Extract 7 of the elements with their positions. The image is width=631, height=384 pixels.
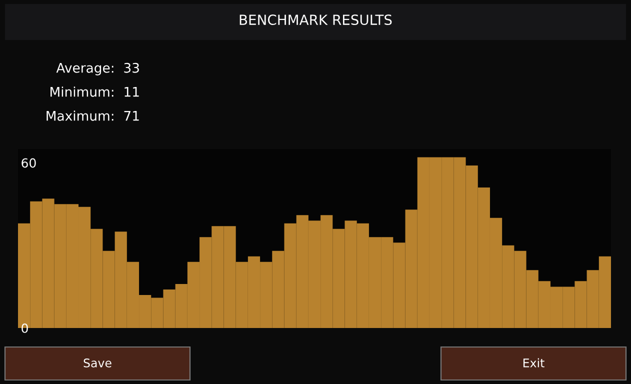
chart-title: BENCHMARK RESULTS xyxy=(240,14,392,26)
text: Minimum: 11 xyxy=(50,86,139,97)
text: Average: 33 xyxy=(56,62,139,76)
text: Save xyxy=(84,358,112,368)
text: Exit xyxy=(523,358,544,368)
text: Maximum: 71 xyxy=(46,110,139,121)
y-tick-label: 60 xyxy=(22,158,36,168)
